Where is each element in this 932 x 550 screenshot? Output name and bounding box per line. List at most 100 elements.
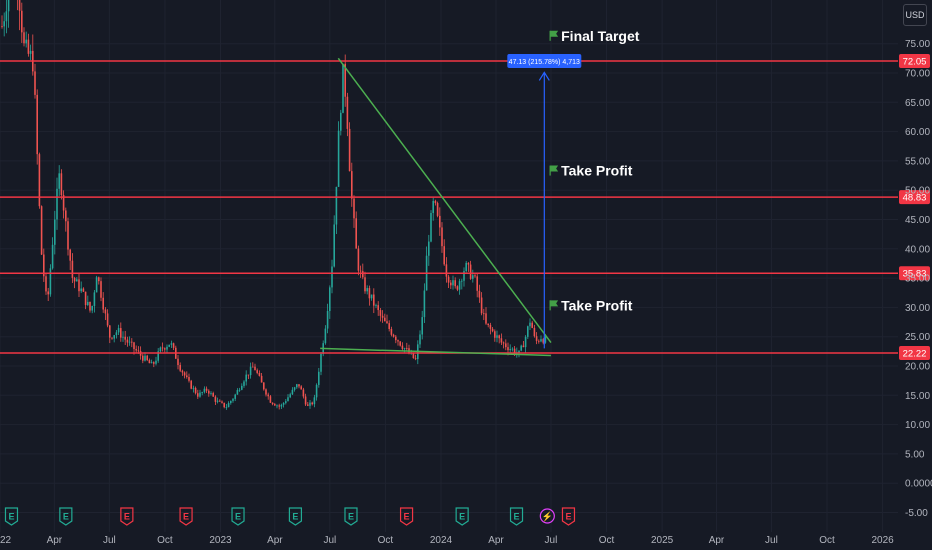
projection-arrow-head	[538, 71, 550, 81]
event-marker-label: E	[404, 512, 410, 522]
event-marker-label: ⚡	[542, 511, 553, 523]
candle-body	[168, 344, 170, 347]
price-tag	[899, 54, 930, 68]
candle-body	[219, 400, 221, 402]
y-tick-label: 55.00	[905, 156, 930, 167]
candle-body	[43, 254, 45, 277]
candle-body	[274, 404, 276, 406]
candle-body	[238, 389, 241, 391]
y-tick-label: -5.00	[905, 508, 928, 519]
annotation-label: Take Profit	[561, 297, 633, 313]
candle-body	[318, 371, 320, 385]
candle-body	[535, 336, 538, 341]
candle-body	[263, 382, 265, 390]
candle-body	[29, 50, 32, 54]
candle-body	[144, 355, 146, 361]
candle-body	[428, 241, 430, 256]
candle-body	[278, 405, 280, 407]
earnings-icon	[399, 507, 414, 526]
candle-body	[245, 374, 247, 382]
candle-body	[368, 288, 371, 299]
candle-body	[542, 339, 544, 343]
candle-body	[443, 246, 445, 265]
candle-body	[421, 317, 423, 335]
candle-body	[452, 280, 454, 286]
x-tick-label: 2023	[209, 535, 232, 546]
x-tick-label: Jul	[765, 535, 778, 546]
candle-body	[379, 310, 382, 316]
candle-body	[311, 402, 313, 405]
event-marker: E	[231, 507, 245, 526]
currency-button[interactable]: USD	[903, 4, 927, 26]
candle-body	[364, 277, 366, 292]
candle-body	[430, 212, 432, 242]
earnings-icon	[59, 507, 73, 526]
candle-body	[335, 186, 338, 225]
annotations: Final Target Take Profit Take Profit	[549, 28, 640, 313]
candle-body	[478, 290, 481, 298]
y-tick-label: 70.00	[905, 69, 930, 80]
candle-body	[296, 384, 298, 388]
event-marker: E	[399, 507, 414, 526]
candle-body	[199, 392, 201, 397]
price-tag	[899, 346, 930, 360]
candle-body	[260, 375, 263, 383]
candle-body	[166, 346, 168, 350]
event-marker: E	[561, 507, 576, 526]
candle-body	[161, 347, 164, 349]
candle-body	[21, 10, 23, 33]
candle-body	[445, 264, 448, 277]
candle-body	[298, 384, 300, 387]
earnings-icon	[455, 507, 469, 526]
candle-body	[87, 301, 89, 306]
candle-body	[179, 365, 181, 371]
candle-body	[399, 341, 401, 346]
candle-body	[155, 360, 157, 364]
candle-body	[186, 375, 188, 378]
candle-body	[3, 21, 5, 27]
x-tick-label: Apr	[47, 535, 63, 546]
candle-body	[170, 343, 173, 345]
candle-body	[45, 276, 47, 292]
candle-body	[216, 400, 219, 402]
candle-body	[214, 396, 217, 402]
candle-body	[340, 112, 342, 131]
candle-body	[256, 370, 258, 373]
candle-body	[392, 334, 395, 337]
candle-body	[333, 224, 335, 267]
event-marker-label: E	[235, 512, 241, 522]
y-axis: 75.00 70.00 65.00 60.00 55.00 50.00 45.00 40.00…	[905, 39, 932, 519]
candle-body	[62, 195, 65, 211]
candle-body	[254, 366, 256, 371]
candle-body	[49, 268, 52, 295]
candle-body	[370, 294, 373, 299]
earnings-icon	[120, 507, 134, 526]
candle-body	[236, 390, 239, 395]
y-tick-label: 5.00	[905, 449, 925, 460]
candle-body	[357, 248, 360, 271]
price-tag	[899, 266, 930, 281]
candle-body	[373, 294, 375, 306]
candle-body	[346, 96, 349, 129]
candle-body	[467, 262, 470, 265]
event-marker: ⚡	[539, 508, 555, 524]
x-axis: 2022 Apr Jul Oct 2023 Apr Jul Oct 2024 Apr Jul Oct 2…	[0, 535, 894, 546]
candle-body	[137, 350, 140, 352]
candle-body	[397, 340, 399, 342]
candle-body	[135, 349, 137, 351]
candle-body	[172, 343, 175, 348]
x-tick-label: 2022	[0, 535, 12, 546]
candle-body	[324, 328, 327, 344]
y-tick-label: 15.00	[905, 391, 930, 402]
earnings-icon	[561, 507, 576, 526]
candle-body	[388, 323, 390, 329]
event-marker: E	[344, 507, 358, 526]
price-tag-label: 22.22	[903, 349, 927, 360]
candle-body	[159, 347, 162, 352]
y-tick-label: 35.00	[905, 274, 930, 285]
candle-body	[432, 200, 434, 213]
candle-body	[329, 287, 331, 312]
candle-body	[131, 341, 133, 343]
candle-body	[194, 387, 197, 394]
